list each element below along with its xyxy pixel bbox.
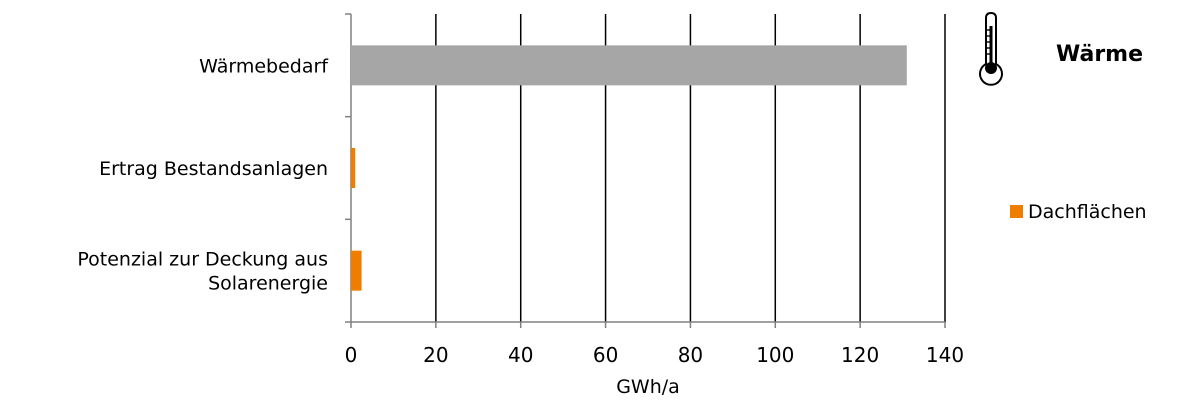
tick-labels: 0 20 40 60 80 100 120 140: [345, 343, 964, 367]
category-label-0: Wärmebedarf: [199, 55, 329, 77]
bar-waermebedarf-0: [351, 45, 907, 86]
legend-swatch-dachflaechen: [1010, 205, 1023, 218]
x-tick-label-100: 100: [756, 343, 794, 367]
category-label-2: Potenzial zur Deckung aus: [77, 249, 328, 271]
thermometer-icon: [979, 11, 1003, 86]
side-panel-title: Wärme: [1056, 42, 1143, 67]
x-tick-label-20: 20: [423, 343, 448, 367]
category-label-1: Ertrag Bestandsanlagen: [99, 158, 328, 180]
x-tick-label-40: 40: [508, 343, 533, 367]
bars: [351, 45, 907, 291]
x-tick-label-80: 80: [678, 343, 703, 367]
bar-dachflaechen-2: [351, 250, 362, 291]
category-label-2: Solarenergie: [208, 273, 328, 295]
x-tick-label-0: 0: [345, 343, 358, 367]
category-labels: Wärmebedarf Ertrag Bestandsanlagen Potenzi…: [77, 55, 329, 294]
x-axis-title: GWh/a: [616, 376, 680, 398]
x-tick-label-120: 120: [841, 343, 879, 367]
legend-label-dachflaechen: Dachflächen: [1028, 201, 1147, 223]
bar-dachflaechen-1: [351, 148, 356, 188]
legend: Dachflächen: [1010, 201, 1147, 223]
x-tick-label-140: 140: [926, 343, 964, 367]
x-tick-label-60: 60: [593, 343, 618, 367]
